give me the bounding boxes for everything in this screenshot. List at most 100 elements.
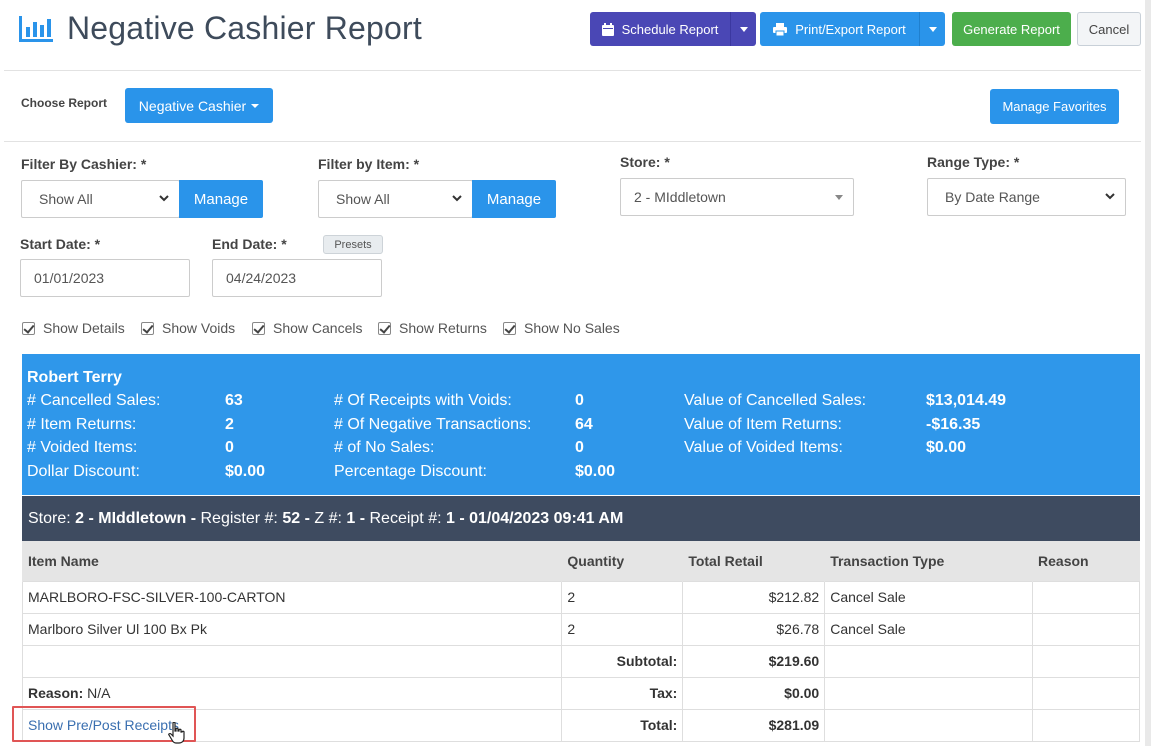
caret-down-icon [251, 103, 260, 108]
total-row: Show Pre/Post Receipts Total: $281.09 [21, 708, 1140, 742]
schedule-report-label: Schedule Report [621, 21, 719, 37]
cashier-select-value: Show All [39, 191, 93, 207]
summary-label: # Voided Items: [27, 439, 138, 456]
print-export-button[interactable]: Print/Export Report [760, 12, 919, 46]
item-filter-label: Filter by Item: * [318, 156, 420, 172]
table-header-row: Item Name Quantity Total Retail Transact… [21, 541, 1140, 581]
empty-cell [1032, 676, 1140, 710]
empty-cell [824, 708, 1034, 742]
summary-label: # of No Sales: [334, 439, 435, 456]
summary-value: 64 [575, 416, 593, 433]
range-type-select[interactable]: By Date Range [927, 178, 1126, 216]
item-name-cell: Marlboro Silver Ul 100 Bx Pk [21, 612, 563, 646]
cashier-name: Robert Terry [27, 369, 122, 386]
report-type-dropdown[interactable]: Negative Cashier [125, 88, 273, 123]
z-prefix: Z #: [314, 509, 342, 527]
summary-value: $0.00 [575, 463, 616, 480]
retail-cell: $212.82 [682, 580, 826, 614]
bar-chart-icon [19, 16, 53, 42]
quantity-cell: 2 [561, 612, 684, 646]
page-title: Negative Cashier Report [67, 10, 422, 46]
cashier-summary: Robert Terry # Cancelled Sales: 63 # Ite… [22, 354, 1140, 495]
summary-label: Value of Voided Items: [684, 439, 843, 456]
item-select-value: Show All [336, 191, 390, 207]
quantity-cell: 2 [561, 580, 684, 614]
cashier-filter-label: Filter By Cashier: * [21, 156, 147, 172]
highlight-box [12, 706, 196, 742]
chevron-down-icon [452, 195, 462, 202]
reason-summary-cell: Reason: N/A [21, 676, 563, 710]
total-value: $281.09 [682, 708, 826, 742]
summary-label: Value of Cancelled Sales: [684, 392, 867, 409]
cancel-button[interactable]: Cancel [1077, 12, 1141, 46]
summary-value: 63 [225, 392, 243, 409]
summary-value: 0 [575, 392, 584, 409]
column-header: Item Name [21, 541, 562, 581]
caret-down-icon [928, 26, 937, 32]
caret-down-icon [739, 26, 748, 32]
end-date-label: End Date: * [212, 236, 287, 252]
receipt-z: 1 [346, 509, 356, 527]
summary-value: $0.00 [225, 463, 266, 480]
cashier-select[interactable]: Show All [21, 180, 180, 218]
print-export-label: Print/Export Report [795, 21, 906, 37]
summary-label: Dollar Discount: [27, 463, 140, 480]
show-no-sales-checkbox[interactable]: Show No Sales [503, 320, 620, 336]
checkbox-label: Show Cancels [273, 320, 363, 336]
transaction-type-cell: Cancel Sale [824, 580, 1034, 614]
manage-cashier-button[interactable]: Manage [179, 180, 263, 218]
reason-cell [1032, 612, 1140, 646]
receipt-register: 52 [282, 509, 301, 527]
transaction-type-cell: Cancel Sale [824, 612, 1034, 646]
calendar-icon [601, 22, 614, 36]
chevron-down-icon [159, 195, 169, 202]
manage-item-button[interactable]: Manage [472, 180, 556, 218]
retail-cell: $26.78 [682, 612, 826, 646]
store-select[interactable]: 2 - MIddletown [620, 178, 854, 216]
register-prefix: Register #: [200, 509, 278, 527]
summary-value: 0 [575, 439, 584, 456]
checkbox-checked-icon [22, 321, 35, 335]
subtotal-value: $219.60 [682, 644, 826, 678]
show-details-checkbox[interactable]: Show Details [22, 320, 125, 336]
printer-icon [773, 22, 788, 36]
summary-label: Value of Item Returns: [684, 416, 842, 433]
chevron-down-icon [1105, 193, 1115, 200]
link-cell: Show Pre/Post Receipts [21, 708, 563, 742]
empty-cell [1032, 708, 1140, 742]
manage-favorites-button[interactable]: Manage Favorites [990, 89, 1119, 124]
receipt-prefix: Receipt #: [369, 509, 442, 527]
column-header: Reason [1032, 541, 1140, 581]
generate-report-button[interactable]: Generate Report [952, 12, 1071, 46]
show-cancels-checkbox[interactable]: Show Cancels [252, 320, 363, 336]
checkbox-label: Show No Sales [524, 320, 620, 336]
item-select[interactable]: Show All [318, 180, 473, 218]
empty-cell [21, 644, 563, 678]
report-type-value: Negative Cashier [138, 97, 247, 114]
checkbox-checked-icon [252, 321, 265, 335]
column-header: Transaction Type [824, 541, 1033, 581]
show-pre-post-receipts-link[interactable]: Show Pre/Post Receipts [28, 717, 179, 733]
schedule-dropdown-toggle[interactable] [730, 12, 756, 46]
table-row: Marlboro Silver Ul 100 Bx Pk 2 $26.78 Ca… [21, 612, 1140, 646]
show-voids-checkbox[interactable]: Show Voids [141, 320, 235, 336]
print-dropdown-toggle[interactable] [919, 12, 945, 46]
subtotal-row: Subtotal: $219.60 [21, 644, 1140, 678]
checkbox-label: Show Returns [399, 320, 487, 336]
item-name-cell: MARLBORO-FSC-SILVER-100-CARTON [21, 580, 563, 614]
receipt-number: 1 - 01/04/2023 09:41 AM [446, 509, 624, 527]
show-returns-checkbox[interactable]: Show Returns [378, 320, 487, 336]
column-header: Total Retail [682, 541, 825, 581]
tax-value: $0.00 [682, 676, 826, 710]
schedule-report-button[interactable]: Schedule Report [590, 12, 730, 46]
presets-button[interactable]: Presets [323, 235, 383, 254]
subtotal-label: Subtotal: [561, 644, 684, 678]
end-date-input[interactable]: 04/24/2023 [212, 259, 382, 297]
empty-cell [824, 676, 1034, 710]
summary-value: -$16.35 [926, 416, 981, 433]
column-header: Quantity [561, 541, 683, 581]
start-date-input[interactable]: 01/01/2023 [20, 259, 190, 297]
divider [4, 141, 1141, 142]
range-type-value: By Date Range [945, 189, 1040, 205]
empty-cell [1032, 644, 1140, 678]
